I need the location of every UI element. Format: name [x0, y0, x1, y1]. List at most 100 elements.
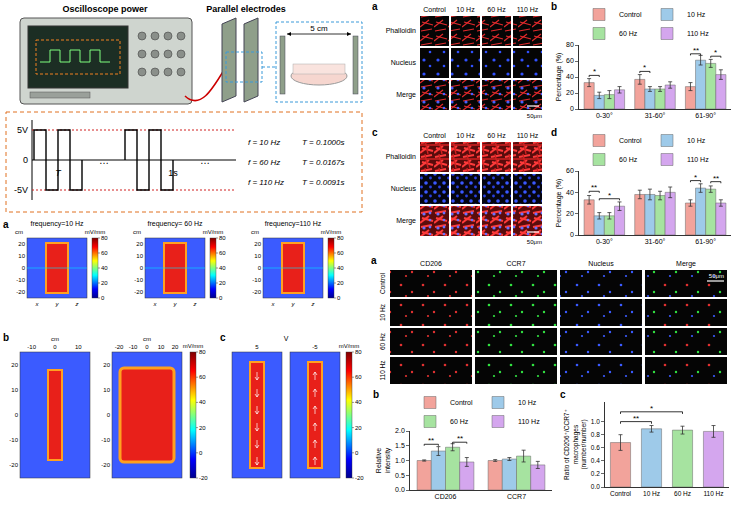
svg-text:T: T: [55, 168, 62, 178]
svg-text:-10: -10: [134, 277, 143, 283]
svg-text:0: 0: [145, 344, 149, 350]
svg-text:60: 60: [199, 374, 206, 380]
svg-text:Control: Control: [610, 490, 632, 497]
svg-text:1.0: 1.0: [395, 457, 405, 464]
svg-text:0: 0: [15, 412, 19, 418]
svg-text:0: 0: [219, 295, 223, 301]
svg-text:31-60°: 31-60°: [645, 238, 666, 245]
svg-text:0: 0: [22, 265, 26, 271]
svg-text:z: z: [75, 301, 79, 307]
svg-text:mV/mm: mV/mm: [183, 343, 204, 349]
svg-text:CCR7: CCR7: [506, 260, 525, 267]
svg-text:b: b: [551, 1, 557, 12]
svg-text:*: *: [694, 173, 697, 182]
svg-text:mV/mm: mV/mm: [85, 229, 106, 235]
svg-text:T = 0.0091s: T = 0.0091s: [302, 178, 344, 187]
svg-text:-20: -20: [199, 475, 208, 481]
svg-text:10: 10: [254, 253, 261, 259]
svg-text:20: 20: [172, 344, 179, 350]
svg-text:60 Hz: 60 Hz: [674, 490, 691, 497]
svg-text:CCR7: CCR7: [507, 493, 526, 500]
svg-text:Nucleus: Nucleus: [588, 260, 614, 267]
svg-text:x: x: [35, 301, 40, 307]
svg-text:5: 5: [255, 344, 259, 350]
svg-text:x: x: [153, 301, 158, 307]
svg-text:*: *: [650, 404, 653, 413]
svg-text:mV/mm: mV/mm: [203, 229, 224, 235]
svg-text:Phalloidin: Phalloidin: [386, 27, 416, 34]
svg-text:-5V: -5V: [14, 185, 28, 195]
svg-text:Nucleus: Nucleus: [391, 185, 417, 192]
svg-text:y: y: [55, 301, 60, 307]
svg-text:80: 80: [355, 349, 362, 355]
svg-text:10 Hz: 10 Hz: [456, 132, 475, 139]
svg-text:0.8: 0.8: [591, 431, 600, 438]
svg-text:40: 40: [337, 265, 344, 271]
svg-text:Control: Control: [619, 11, 642, 18]
svg-text:50μm: 50μm: [709, 273, 724, 279]
svg-text:T = 0.0167s: T = 0.0167s: [302, 158, 344, 167]
svg-text:Nucleus: Nucleus: [391, 59, 417, 66]
svg-text:0: 0: [101, 295, 105, 301]
svg-text:-20: -20: [115, 344, 124, 350]
svg-text:40: 40: [355, 399, 362, 405]
svg-text:31-60°: 31-60°: [645, 112, 666, 119]
svg-text:cm: cm: [143, 336, 151, 342]
svg-text:0-30°: 0-30°: [596, 112, 613, 119]
svg-text:-10: -10: [9, 437, 18, 443]
svg-text:a: a: [371, 255, 377, 266]
svg-text:1s: 1s: [168, 168, 178, 178]
svg-text:20: 20: [219, 280, 226, 286]
svg-text:10 Hz: 10 Hz: [643, 490, 660, 497]
svg-text:Merge: Merge: [396, 217, 416, 225]
svg-text:0.2: 0.2: [591, 470, 600, 477]
svg-text:frequency=10 Hz: frequency=10 Hz: [30, 220, 84, 228]
svg-text:40: 40: [566, 189, 574, 196]
svg-text:mV/mm: mV/mm: [339, 343, 360, 349]
svg-text:-10: -10: [129, 344, 138, 350]
svg-text:1.0: 1.0: [591, 418, 600, 425]
svg-text:a: a: [372, 1, 378, 12]
svg-text:40: 40: [566, 73, 574, 80]
svg-text:-20: -20: [9, 462, 18, 468]
svg-text:**: **: [428, 436, 434, 445]
svg-text:cm: cm: [251, 229, 259, 235]
svg-text:61-90°: 61-90°: [695, 112, 716, 119]
svg-text:0: 0: [199, 450, 203, 456]
svg-text:10: 10: [11, 387, 18, 393]
svg-text:60: 60: [337, 250, 344, 256]
svg-text:10: 10: [103, 387, 110, 393]
svg-text:10: 10: [158, 344, 165, 350]
svg-text:110 Hz: 110 Hz: [687, 156, 709, 163]
svg-text:10: 10: [75, 344, 82, 350]
svg-text:Percentage (%): Percentage (%): [555, 53, 563, 102]
svg-text:Control: Control: [450, 399, 473, 406]
svg-text:60 Hz: 60 Hz: [450, 418, 469, 425]
svg-text:110 Hz: 110 Hz: [517, 132, 539, 139]
svg-text:x: x: [271, 301, 276, 307]
svg-text:…: …: [99, 155, 109, 166]
svg-text:-10: -10: [252, 277, 261, 283]
svg-text:-20: -20: [101, 462, 110, 468]
svg-text:10 Hz: 10 Hz: [687, 137, 706, 144]
svg-text:mV/mm: mV/mm: [321, 229, 342, 235]
svg-text:60 Hz: 60 Hz: [619, 30, 638, 37]
svg-text:-20: -20: [134, 289, 143, 295]
svg-text:*: *: [608, 191, 611, 200]
svg-text:20: 20: [566, 210, 574, 217]
svg-text:-5: -5: [312, 344, 318, 350]
svg-text:10 Hz: 10 Hz: [687, 11, 706, 18]
svg-text:b: b: [373, 389, 379, 400]
svg-text:d: d: [551, 127, 557, 138]
svg-text:110 Hz: 110 Hz: [518, 418, 540, 425]
svg-text:60 Hz: 60 Hz: [487, 6, 506, 13]
svg-text:60: 60: [566, 167, 574, 174]
svg-text:b: b: [3, 332, 9, 343]
svg-text:80: 80: [219, 235, 226, 241]
svg-text:-20: -20: [16, 289, 25, 295]
svg-text:10: 10: [136, 253, 143, 259]
svg-text:f = 60 Hz: f = 60 Hz: [248, 158, 280, 167]
svg-text:-20: -20: [355, 475, 364, 481]
svg-text:Ratio of CD206⁺/CCR7⁺macrophag: Ratio of CD206⁺/CCR7⁺macrophages(number/…: [563, 409, 588, 480]
svg-text:-10: -10: [101, 437, 110, 443]
